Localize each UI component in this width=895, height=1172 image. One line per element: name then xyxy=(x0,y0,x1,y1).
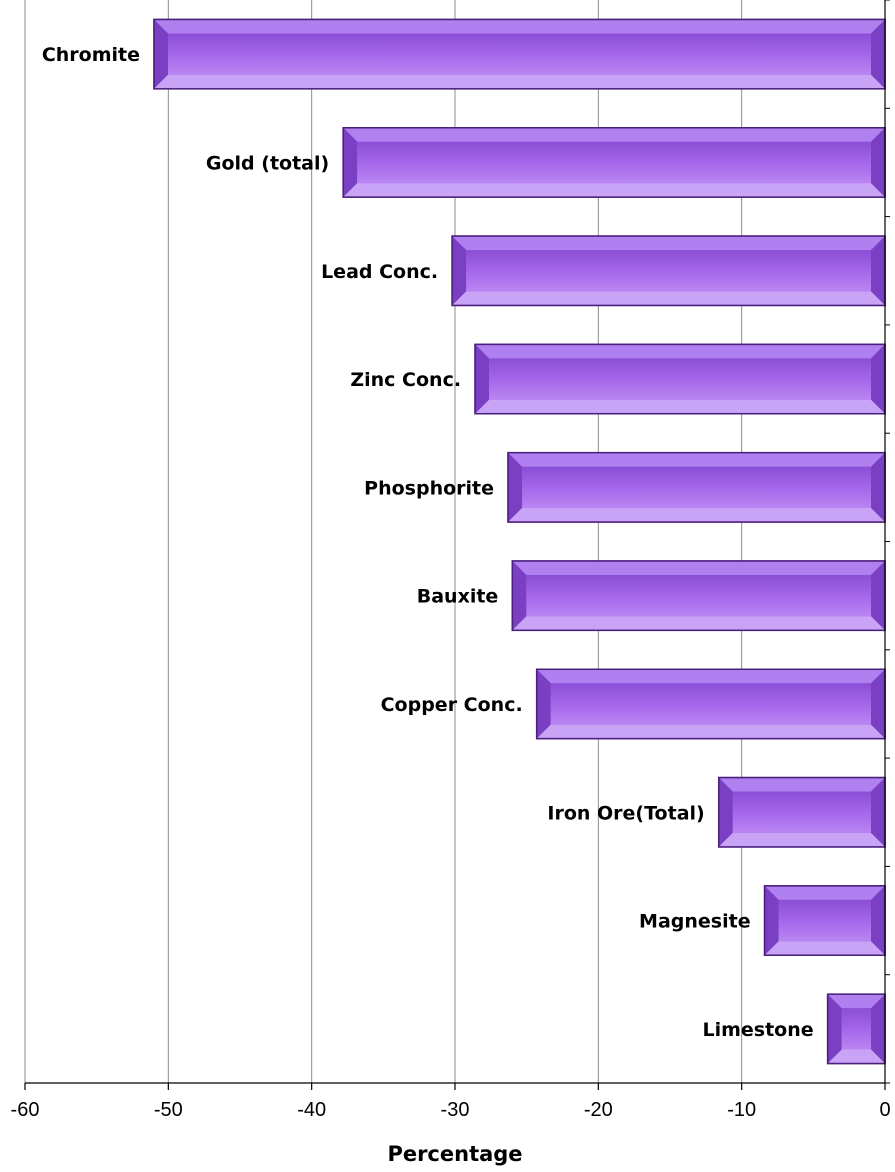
x-tick-label: -50 xyxy=(154,1099,183,1121)
category-label: Limestone xyxy=(702,1019,813,1041)
bar-bauxite xyxy=(511,560,886,632)
bar-lead-conc xyxy=(451,235,886,307)
x-tick-label: -10 xyxy=(727,1099,756,1121)
bar-limestone xyxy=(826,993,886,1065)
bar-iron-ore-total xyxy=(717,776,886,848)
bar-chromite xyxy=(153,18,886,90)
bar-zinc-conc xyxy=(474,343,886,415)
bar-gold-total xyxy=(342,127,886,198)
x-tick-label: -60 xyxy=(11,1099,40,1121)
category-label: Lead Conc. xyxy=(321,261,438,283)
bar-phosphorite xyxy=(507,451,886,523)
category-label: Zinc Conc. xyxy=(350,369,461,391)
x-tick-label: -40 xyxy=(297,1099,326,1121)
category-label: Magnesite xyxy=(639,911,751,933)
category-label: Bauxite xyxy=(417,586,499,608)
x-tick-label: -20 xyxy=(584,1099,613,1121)
category-label: Gold (total) xyxy=(206,152,329,174)
x-tick-label: -30 xyxy=(441,1099,470,1121)
x-axis-title: Percentage xyxy=(387,1142,522,1166)
category-label: Iron Ore(Total) xyxy=(547,802,704,824)
x-tick-label: 0 xyxy=(879,1099,890,1121)
bar-magnesite xyxy=(763,885,886,956)
category-label: Copper Conc. xyxy=(381,694,523,716)
category-label: Chromite xyxy=(42,44,140,66)
bar-copper-conc xyxy=(535,668,886,740)
category-label: Phosphorite xyxy=(364,477,494,499)
